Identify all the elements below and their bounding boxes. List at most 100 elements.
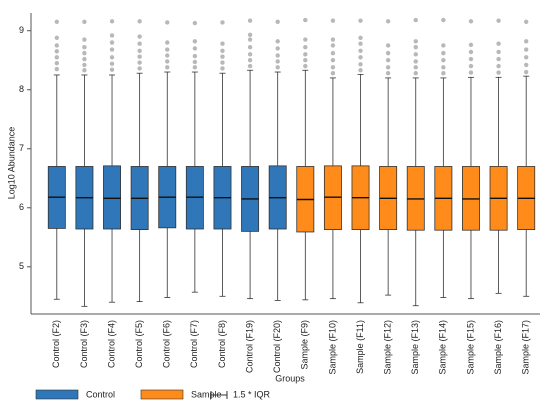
box [103,165,121,230]
outlier [275,46,280,51]
outlier [220,48,225,53]
outlier [247,45,253,50]
outlier [247,32,253,38]
outlier [165,65,170,70]
outlier [441,71,446,76]
outlier [165,20,170,25]
outlier [247,58,253,63]
outlier [413,45,418,50]
x-tick-label: Control (F2) [51,320,61,368]
outlier [220,20,225,25]
outlier [82,68,87,73]
outlier [385,43,391,48]
outlier [303,37,308,42]
outlier [82,37,87,42]
x-tick-label: Control (F6) [162,320,172,368]
y-tick-label: 6 [19,202,24,212]
outlier [137,54,142,59]
outlier [192,65,198,70]
x-tick-label: Sample (F16) [493,320,503,375]
x-tick-label: Sample (F17) [521,320,531,375]
outlier [441,58,446,63]
outlier [165,47,170,52]
outlier [192,53,198,59]
outlier [303,63,308,69]
outlier [137,60,142,65]
outlier [358,41,363,46]
x-tick-label: Sample (F11) [355,320,365,374]
outlier [109,33,115,38]
outlier [220,60,225,65]
outlier [468,70,474,75]
legend-label: Sample [191,389,222,399]
outlier [358,62,363,67]
outlier [413,65,418,70]
outlier [192,46,198,51]
outlier [275,53,280,58]
outlier [54,60,60,66]
outlier [82,56,87,62]
outlier [303,52,308,57]
outlier [358,18,363,23]
x-tick-label: Sample (F14) [438,320,448,375]
outlier [54,49,60,54]
outlier [220,66,225,71]
outlier [165,40,170,45]
outlier [496,56,501,62]
x-tick-label: Control (F3) [79,320,89,368]
outlier [468,63,474,69]
outlier [523,55,529,60]
outlier [523,69,529,75]
outlier [330,18,336,23]
outlier [330,58,336,63]
outlier [330,43,336,48]
y-tick-label: 8 [19,84,24,94]
outlier [413,17,418,23]
outlier [165,59,170,64]
outlier [330,37,336,42]
outlier [330,50,336,56]
outlier [303,45,308,50]
outlier [496,49,501,55]
outlier [358,55,363,60]
outlier [496,70,501,75]
outlier [82,50,87,56]
outlier [413,59,418,64]
outlier [54,19,60,25]
outlier [192,39,198,44]
outlier [413,39,418,44]
outlier [468,49,474,55]
outlier [137,41,142,46]
legend-label: 1.5 * IQR [233,389,271,399]
outlier [82,19,87,25]
x-axis-label: Groups [275,373,305,383]
x-tick-label: Control (F4) [106,320,116,368]
outlier [109,61,115,66]
outlier [247,52,253,57]
outlier [413,71,418,76]
outlier [523,39,529,44]
x-tick-label: Control (F7) [189,320,199,368]
outlier [109,19,115,24]
outlier [330,71,336,76]
x-tick-label: Sample (F10) [327,320,337,375]
outlier [358,48,363,53]
outlier [137,66,142,71]
outlier [137,48,142,53]
outlier [385,50,391,56]
outlier [496,63,501,69]
outlier [441,17,446,23]
outlier [275,39,280,44]
outlier [303,58,308,63]
outlier [385,19,391,24]
outlier [137,34,142,39]
outlier [192,59,198,65]
outlier [468,42,474,48]
outlier [137,19,142,24]
y-tick-label: 7 [19,143,24,153]
outlier [247,37,253,42]
x-tick-label: Control (F8) [217,320,227,368]
outlier [330,65,336,70]
outlier [275,19,280,25]
